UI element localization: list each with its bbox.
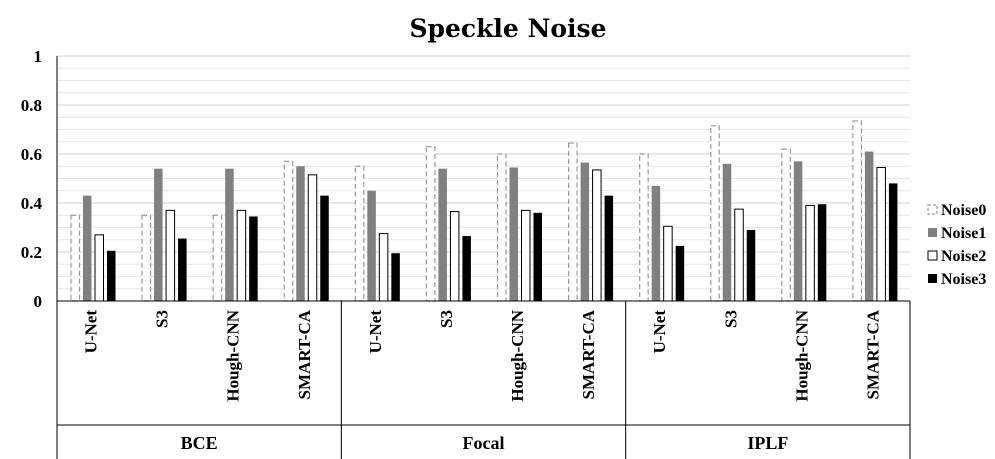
bar-noise2-1 [94,234,104,302]
bars [70,120,898,302]
bar-noise3-4 [320,195,329,301]
y-tick-label: 0.8 [21,96,42,115]
bar-noise0-12 [852,120,863,302]
bar-noise2-2 [165,209,176,302]
bar-noise2-7 [521,209,531,302]
bar-noise0-4 [283,160,294,302]
bar-noise3-8 [604,195,614,301]
bar-noise0-9 [639,153,649,302]
bar-noise3-9 [675,245,685,301]
axes [56,56,911,459]
y-axis-ticks: 0 0.2 0.4 0.6 0.8 1 [21,47,43,311]
bar-noise3-1 [107,250,116,301]
bar-noise0-2 [141,214,152,302]
gridlines [57,55,910,290]
y-tick-label: 0.2 [21,243,42,262]
legend-label-noise1: Noise1 [941,225,986,242]
bar-noise2-12 [876,166,886,302]
bar-noise3-2 [178,238,187,301]
bar-noise0-5 [354,165,365,302]
legend-swatch-noise3 [928,274,937,283]
bar-noise2-5 [378,233,389,302]
legend-swatch-noise2 [927,250,938,261]
bar-noise3-6 [462,236,471,301]
group-label-bce: BCE [181,433,218,453]
bar-noise2-11 [805,204,815,302]
bar-noise0-8 [567,142,578,302]
bar-noise2-6 [449,211,460,302]
bar-noise1-7 [509,167,518,301]
bar-noise2-4 [307,174,318,302]
bar-noise0-1 [70,214,81,302]
bar-noise0-10 [710,125,720,302]
bar-noise3-3 [249,216,258,301]
bar-noise1-12 [864,151,874,301]
x-axis-groups: BCE Focal IPLF [181,433,789,453]
y-tick-label: 0.4 [21,194,43,213]
y-tick-label: 0 [34,292,43,311]
x-axis-categories: U-Net S3 Hough-CNN SMART-CA U-Net S3 Hough-CNN… [82,309,883,401]
chart-title: Speckle Noise [409,14,606,43]
bar-noise1-8 [580,162,590,301]
group-label-iplf: IPLF [747,433,788,453]
x-category-label: SMART-CA [863,309,882,399]
legend: Noise0 Noise1 Noise2 Noise3 [927,202,986,288]
x-category-label: SMART-CA [579,309,598,399]
bar-noise1-2 [154,168,163,301]
x-category-label: U-Net [650,310,669,354]
bar-noise0-3 [212,214,223,302]
bar-noise2-3 [236,209,247,302]
bar-noise0-7 [496,153,507,302]
x-category-label: S3 [153,310,172,328]
bar-noise2-10 [734,208,744,302]
bar-noise3-11 [817,204,827,301]
x-category-label: Hough-CNN [508,309,527,401]
x-category-label: U-Net [366,310,385,354]
bar-noise1-10 [722,163,732,301]
bar-noise2-9 [663,225,673,302]
x-category-label: U-Net [82,310,101,354]
legend-swatch-noise1 [928,228,937,237]
bar-noise1-11 [793,161,803,301]
bar-noise1-9 [651,185,661,301]
legend-label-noise2: Noise2 [941,248,986,265]
legend-swatch-noise0 [927,204,938,215]
bar-noise3-7 [533,212,542,301]
legend-label-noise0: Noise0 [941,202,986,219]
bar-noise3-10 [746,229,756,301]
x-category-label: SMART-CA [295,309,314,399]
x-category-label: S3 [437,310,456,328]
bar-noise1-1 [83,195,92,301]
x-category-label: Hough-CNN [224,309,243,401]
bar-noise3-5 [391,253,400,301]
bar-noise1-6 [438,168,447,301]
bar-noise1-5 [367,190,376,301]
group-label-focal: Focal [463,433,505,453]
x-category-label: S3 [721,310,740,328]
y-tick-label: 0.6 [21,145,42,164]
legend-label-noise3: Noise3 [941,271,986,288]
y-tick-label: 1 [34,47,43,66]
x-category-label: Hough-CNN [792,309,811,401]
bar-noise0-11 [781,148,791,302]
bar-noise0-6 [425,146,436,302]
bar-noise1-4 [296,166,305,301]
bar-noise3-12 [888,183,898,301]
bar-noise2-8 [592,169,602,302]
bar-noise1-3 [225,168,234,301]
